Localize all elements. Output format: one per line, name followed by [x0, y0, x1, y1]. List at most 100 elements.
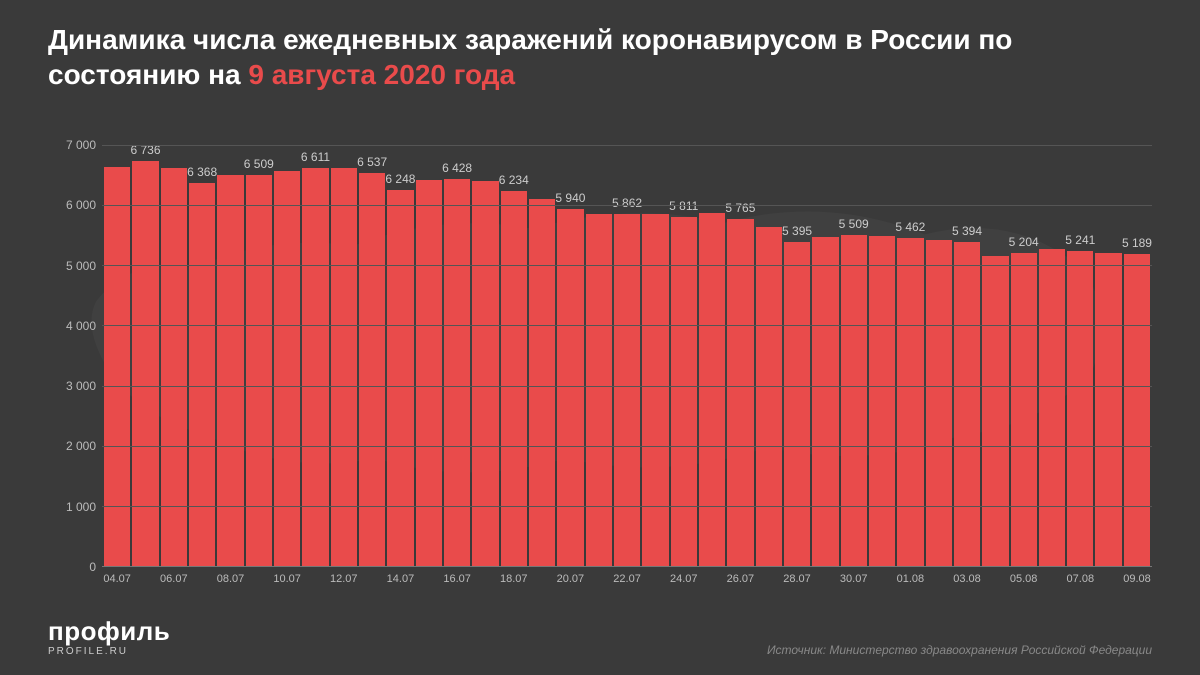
bar	[812, 237, 838, 566]
bar-slot: 6 428	[444, 115, 470, 566]
bar	[529, 199, 555, 566]
x-tick	[246, 567, 272, 595]
x-tick-label: 05.08	[1010, 573, 1038, 585]
x-tick	[586, 567, 612, 595]
x-tick-label: 03.08	[953, 573, 981, 585]
x-tick: 16.07	[444, 567, 470, 595]
y-tick-label: 0	[89, 560, 96, 574]
grid-line	[102, 446, 1152, 447]
bar	[416, 180, 442, 566]
bar-slot: 6 234	[501, 115, 527, 566]
bar-value-label: 6 248	[385, 172, 415, 186]
bar	[217, 175, 243, 566]
logo-block: профиль PROFILE.RU	[48, 618, 170, 657]
bar	[359, 173, 385, 566]
y-tick-label: 2 000	[66, 439, 96, 453]
bar-value-label: 6 234	[499, 173, 529, 187]
y-tick-label: 5 000	[66, 259, 96, 273]
bar-slot	[756, 115, 782, 566]
x-tick-label: 24.07	[670, 573, 698, 585]
plot-area: 6 7366 3686 5096 6116 5376 2486 4286 234…	[102, 115, 1152, 567]
bar	[869, 236, 895, 566]
y-axis: 01 0002 0003 0004 0005 0006 0007 000	[48, 115, 102, 567]
x-tick-label: 16.07	[443, 573, 471, 585]
bar-slot	[1039, 115, 1065, 566]
x-tick: 30.07	[841, 567, 867, 595]
bar	[614, 214, 640, 567]
bar	[897, 238, 923, 566]
chart-title: Динамика числа ежедневных заражений коро…	[48, 22, 1152, 92]
y-tick-label: 3 000	[66, 379, 96, 393]
bar-slot	[331, 115, 357, 566]
bar	[642, 214, 668, 566]
bar	[444, 179, 470, 566]
x-tick	[926, 567, 952, 595]
bar-slot: 5 765	[727, 115, 753, 566]
bar-slot: 5 189	[1124, 115, 1150, 566]
bar-slot	[529, 115, 555, 566]
bar-slot: 5 462	[897, 115, 923, 566]
x-tick: 28.07	[784, 567, 810, 595]
bar-slot: 5 394	[954, 115, 980, 566]
x-tick: 03.08	[954, 567, 980, 595]
x-tick: 07.08	[1067, 567, 1093, 595]
title-prefix: Динамика числа ежедневных заражений коро…	[48, 24, 1012, 90]
x-tick-label: 26.07	[727, 573, 755, 585]
x-tick-label: 06.07	[160, 573, 188, 585]
bar-slot	[416, 115, 442, 566]
x-tick-label: 22.07	[613, 573, 641, 585]
bar-slot	[869, 115, 895, 566]
x-tick	[132, 567, 158, 595]
grid-line	[102, 386, 1152, 387]
x-tick	[416, 567, 442, 595]
x-tick: 09.08	[1124, 567, 1150, 595]
bar	[1039, 249, 1065, 566]
x-tick: 06.07	[161, 567, 187, 595]
bar-value-label: 6 368	[187, 165, 217, 179]
bar-slot	[217, 115, 243, 566]
x-tick: 20.07	[557, 567, 583, 595]
x-tick	[642, 567, 668, 595]
bar-slot: 6 248	[387, 115, 413, 566]
bar-slot	[982, 115, 1008, 566]
x-tick: 22.07	[614, 567, 640, 595]
chart-container: 01 0002 0003 0004 0005 0006 0007 000 6 7…	[48, 115, 1152, 595]
logo-sub: PROFILE.RU	[48, 646, 170, 657]
bar	[189, 183, 215, 566]
x-tick	[529, 567, 555, 595]
bar-slot	[642, 115, 668, 566]
bar	[671, 217, 697, 566]
x-tick-label: 07.08	[1067, 573, 1095, 585]
bars-group: 6 7366 3686 5096 6116 5376 2486 4286 234…	[102, 115, 1152, 566]
x-tick: 24.07	[671, 567, 697, 595]
bar-value-label: 5 462	[895, 220, 925, 234]
title-accent: 9 августа 2020 года	[248, 59, 515, 90]
bar-slot: 6 611	[302, 115, 328, 566]
x-tick: 14.07	[387, 567, 413, 595]
bar	[756, 227, 782, 566]
x-tick	[189, 567, 215, 595]
grid-line	[102, 325, 1152, 326]
bar	[501, 191, 527, 566]
x-tick-label: 04.07	[103, 573, 131, 585]
bar-slot	[812, 115, 838, 566]
x-tick: 01.08	[897, 567, 923, 595]
x-tick-label: 28.07	[783, 573, 811, 585]
grid-line	[102, 205, 1152, 206]
x-tick	[812, 567, 838, 595]
bar-value-label: 5 509	[839, 217, 869, 231]
bar-slot: 5 509	[841, 115, 867, 566]
bar-slot	[104, 115, 130, 566]
bar-slot: 5 395	[784, 115, 810, 566]
x-axis: 04.0706.0708.0710.0712.0714.0716.0718.07…	[102, 567, 1152, 595]
x-tick-label: 10.07	[273, 573, 301, 585]
bar-slot: 6 736	[132, 115, 158, 566]
grid-line	[102, 145, 1152, 146]
footer: профиль PROFILE.RU Источник: Министерств…	[48, 618, 1152, 657]
x-tick	[699, 567, 725, 595]
bar-value-label: 5 940	[555, 191, 585, 205]
bar	[1011, 253, 1037, 566]
grid-line	[102, 506, 1152, 507]
bar-slot	[586, 115, 612, 566]
bar-value-label: 5 862	[612, 196, 642, 210]
